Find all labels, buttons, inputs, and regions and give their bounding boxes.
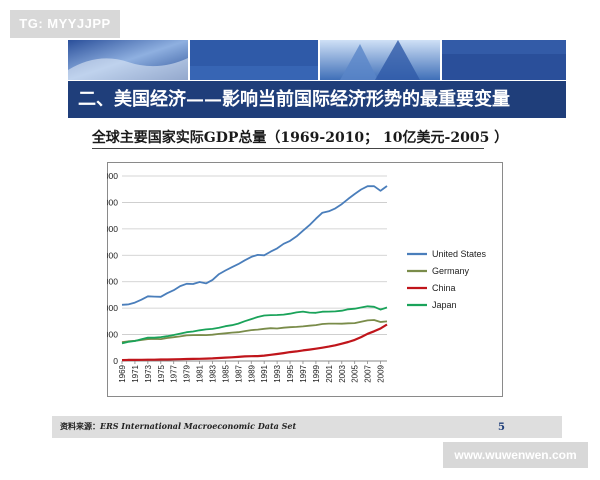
y-tick-label-6000: 6000 xyxy=(107,277,118,287)
x-tick-label-1993: 1993 xyxy=(273,364,282,382)
subtitle-underline xyxy=(92,148,484,149)
series-line-japan xyxy=(121,305,388,345)
x-tick-label-1981: 1981 xyxy=(196,364,205,382)
legend-label-china: China xyxy=(432,283,456,293)
y-tick-label-8000: 8000 xyxy=(107,250,118,260)
banner-image-buildings xyxy=(320,40,440,80)
x-tick-label-1973: 1973 xyxy=(144,364,153,382)
chart-frame xyxy=(107,162,503,397)
y-tick-label-14000: 14000 xyxy=(107,171,118,181)
legend-label-germany: Germany xyxy=(432,266,470,276)
series-line-germany xyxy=(121,319,388,344)
x-tick-label-2007: 2007 xyxy=(364,364,373,382)
y-tick-label-4000: 4000 xyxy=(107,303,118,313)
banner-image-right xyxy=(442,40,566,80)
x-tick-label-1969: 1969 xyxy=(118,364,127,382)
x-tick-label-1975: 1975 xyxy=(157,364,166,382)
x-tick-label-1987: 1987 xyxy=(234,364,243,382)
x-tick-label-1977: 1977 xyxy=(170,364,179,382)
y-tick-label-12000: 12000 xyxy=(107,197,118,207)
x-tick-label-2001: 2001 xyxy=(325,364,334,382)
watermark-bottom: www.wuwenwen.com xyxy=(443,442,588,468)
footer-band xyxy=(52,416,562,438)
x-tick-label-1997: 1997 xyxy=(299,364,308,382)
y-tick-label-2000: 2000 xyxy=(107,330,118,340)
source-note: 资料来源：ERS International Macroeconomic Dat… xyxy=(60,421,296,432)
x-tick-label-1995: 1995 xyxy=(286,364,295,382)
title-bar xyxy=(68,81,566,118)
chart-subtitle: 全球主要国家实际GDP总量（1969-2010； 10亿美元-2005 ） xyxy=(91,130,509,146)
slide-title: 二、美国经济——影响当前国际经济形势的最重要变量 xyxy=(78,89,510,110)
banner-image-panel xyxy=(190,40,318,80)
x-tick-label-2003: 2003 xyxy=(338,364,347,382)
x-tick-label-1989: 1989 xyxy=(247,364,256,382)
legend-label-japan: Japan xyxy=(432,300,457,310)
source-label: 资料来源： xyxy=(60,421,100,431)
legend-label-united-states: United States xyxy=(432,249,487,259)
x-tick-label-1991: 1991 xyxy=(260,364,269,382)
x-tick-label-1983: 1983 xyxy=(208,364,217,382)
gdp-line-chart: 0 2000 4000 6000 8000 10000 12000 14000 1969 1971… xyxy=(107,171,487,383)
x-tick-label-1979: 1979 xyxy=(183,364,192,382)
x-tick-label-2005: 2005 xyxy=(351,364,360,382)
banner-image-hands xyxy=(68,40,188,80)
x-tick-label-2009: 2009 xyxy=(377,364,386,382)
x-tick-label-1999: 1999 xyxy=(312,364,321,382)
y-tick-label-0: 0 xyxy=(113,356,118,366)
series-line-united-states xyxy=(121,185,388,306)
page-number: 5 xyxy=(498,422,505,433)
series-line-china xyxy=(121,323,388,362)
x-tick-label-1985: 1985 xyxy=(221,364,230,382)
x-tick-label-1971: 1971 xyxy=(131,364,140,382)
y-tick-label-10000: 10000 xyxy=(107,224,118,234)
source-text: ERS International Macroeconomic Data Set xyxy=(100,421,297,431)
watermark-top: TG: MYYJJPP xyxy=(10,10,120,38)
